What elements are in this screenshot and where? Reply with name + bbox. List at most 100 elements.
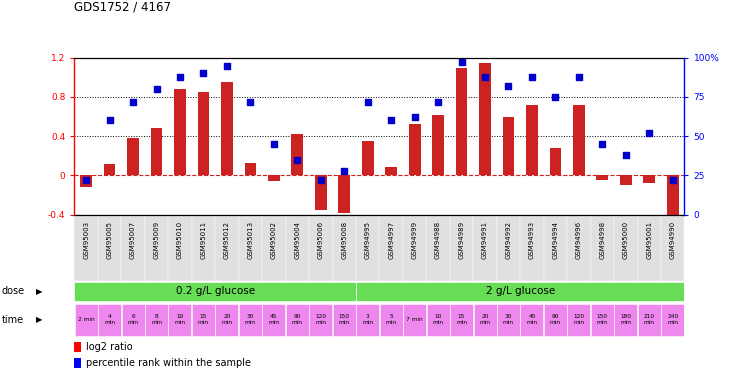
Text: GSM95006: GSM95006: [318, 221, 324, 259]
Text: percentile rank within the sample: percentile rank within the sample: [86, 358, 251, 368]
Text: GSM94996: GSM94996: [576, 221, 582, 259]
Bar: [638, 214, 661, 281]
Text: time: time: [1, 315, 24, 325]
Bar: [145, 304, 168, 336]
Point: [385, 117, 397, 123]
Bar: [521, 304, 543, 336]
Text: 7 min: 7 min: [406, 317, 423, 322]
Text: GSM95010: GSM95010: [177, 221, 183, 259]
Text: GSM95008: GSM95008: [341, 221, 347, 259]
Bar: [74, 282, 356, 301]
Bar: [74, 342, 81, 352]
Text: 15
min: 15 min: [198, 314, 209, 325]
Bar: [98, 214, 121, 281]
Bar: [544, 304, 567, 336]
Bar: [151, 128, 162, 176]
Bar: [408, 124, 420, 176]
Point: [408, 114, 420, 120]
Bar: [333, 304, 356, 336]
Bar: [591, 214, 614, 281]
Point: [150, 86, 162, 92]
Text: 240
min: 240 min: [667, 314, 679, 325]
Text: 150
min: 150 min: [339, 314, 350, 325]
Bar: [121, 304, 144, 336]
Text: 8
min: 8 min: [151, 314, 162, 325]
Bar: [450, 304, 473, 336]
Bar: [497, 214, 520, 281]
Bar: [526, 105, 538, 176]
Text: 10
min: 10 min: [432, 314, 443, 325]
Bar: [450, 214, 473, 281]
Text: 90
min: 90 min: [292, 314, 303, 325]
Bar: [568, 304, 591, 336]
Point: [80, 177, 92, 183]
Bar: [615, 304, 638, 336]
Point: [174, 74, 186, 80]
Text: GSM95011: GSM95011: [200, 221, 206, 259]
Text: GSM95009: GSM95009: [153, 221, 159, 259]
Point: [197, 70, 209, 76]
Bar: [503, 117, 514, 176]
Point: [292, 157, 304, 163]
Text: GSM95005: GSM95005: [106, 221, 112, 259]
Bar: [426, 304, 449, 336]
Text: GDS1752 / 4167: GDS1752 / 4167: [74, 0, 171, 13]
Bar: [192, 304, 215, 336]
Bar: [292, 134, 304, 176]
Bar: [497, 304, 520, 336]
Point: [245, 99, 257, 105]
Bar: [667, 176, 679, 216]
Text: 180
min: 180 min: [620, 314, 632, 325]
Text: 20
min: 20 min: [480, 314, 490, 325]
Text: 150
min: 150 min: [597, 314, 608, 325]
Text: GSM94997: GSM94997: [388, 221, 394, 259]
Bar: [127, 138, 139, 176]
Text: 30
min: 30 min: [503, 314, 514, 325]
Bar: [145, 214, 168, 281]
Text: 45
min: 45 min: [527, 314, 537, 325]
Bar: [262, 214, 286, 281]
Text: GSM94988: GSM94988: [435, 221, 441, 259]
Bar: [168, 304, 191, 336]
Text: log2 ratio: log2 ratio: [86, 342, 132, 352]
Text: GSM95013: GSM95013: [248, 221, 254, 259]
Text: GSM95002: GSM95002: [271, 221, 277, 259]
Text: GSM95000: GSM95000: [623, 221, 629, 259]
Bar: [168, 214, 192, 281]
Bar: [614, 214, 638, 281]
Text: GSM95001: GSM95001: [647, 221, 652, 259]
Point: [573, 74, 585, 80]
Text: 0.2 g/L glucose: 0.2 g/L glucose: [176, 286, 254, 296]
Bar: [385, 168, 397, 176]
Bar: [215, 214, 239, 281]
Text: 45
min: 45 min: [269, 314, 279, 325]
Text: GSM95004: GSM95004: [295, 221, 301, 259]
Text: GSM94999: GSM94999: [411, 221, 417, 259]
Text: GSM94998: GSM94998: [600, 221, 606, 259]
Point: [268, 141, 280, 147]
Bar: [473, 214, 497, 281]
Bar: [644, 176, 655, 183]
Bar: [339, 176, 350, 213]
Text: 3
min: 3 min: [362, 314, 373, 325]
Bar: [661, 304, 684, 336]
Text: 10
min: 10 min: [175, 314, 185, 325]
Bar: [315, 176, 327, 210]
Text: GSM95007: GSM95007: [130, 221, 136, 259]
Point: [103, 117, 115, 123]
Point: [221, 63, 233, 69]
Point: [362, 99, 373, 105]
Bar: [192, 214, 215, 281]
Bar: [573, 105, 585, 176]
Text: dose: dose: [1, 286, 25, 297]
Bar: [403, 304, 426, 336]
Bar: [263, 304, 286, 336]
Bar: [356, 282, 684, 301]
Bar: [309, 214, 333, 281]
Bar: [520, 214, 544, 281]
Bar: [74, 358, 81, 368]
Point: [597, 141, 609, 147]
Bar: [74, 304, 97, 336]
Text: ▶: ▶: [36, 315, 42, 324]
Bar: [456, 68, 467, 176]
